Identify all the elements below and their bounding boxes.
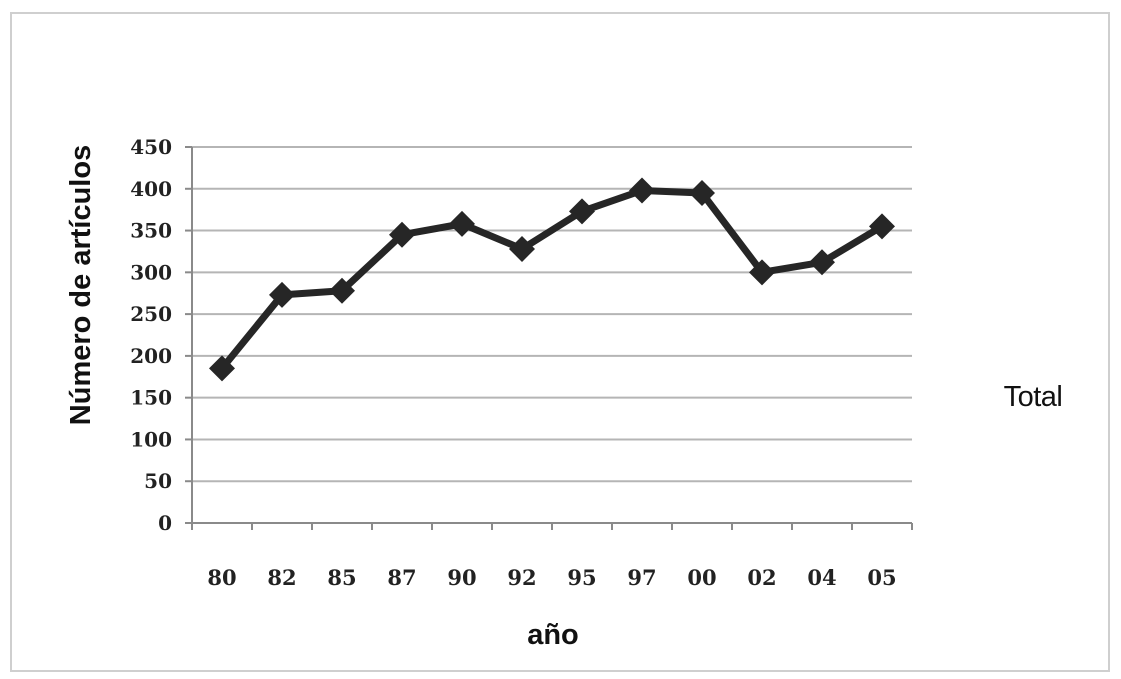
gridlines bbox=[192, 146, 912, 483]
x-tick-label: 92 bbox=[507, 565, 536, 590]
x-axis-title: año bbox=[527, 619, 579, 651]
data-point-marker bbox=[509, 235, 535, 262]
data-point-marker bbox=[629, 177, 655, 204]
data-point-marker bbox=[449, 210, 475, 237]
y-tick-label: 0 bbox=[158, 511, 172, 535]
x-tick-label: 95 bbox=[567, 565, 596, 590]
data-point-marker bbox=[749, 259, 775, 286]
data-point-marker bbox=[389, 221, 415, 248]
y-tick-label: 250 bbox=[130, 302, 172, 326]
y-axis-title: Número de artículos bbox=[65, 145, 97, 425]
data-point-marker bbox=[269, 281, 295, 308]
x-tick-label: 05 bbox=[867, 565, 896, 590]
legend-series-total: Total bbox=[1004, 381, 1063, 413]
series-group bbox=[209, 177, 895, 382]
y-tick-label: 50 bbox=[144, 469, 172, 493]
data-point-marker bbox=[209, 355, 235, 382]
x-tick-label: 00 bbox=[687, 565, 716, 590]
x-tick-label: 87 bbox=[387, 565, 416, 590]
axes bbox=[185, 146, 913, 530]
y-tick-label: 150 bbox=[130, 386, 172, 410]
series-line-total bbox=[218, 186, 886, 372]
y-tick-label: 200 bbox=[130, 344, 172, 368]
y-tick-label: 100 bbox=[130, 427, 172, 451]
x-tick-label: 90 bbox=[447, 565, 476, 590]
data-point-marker bbox=[689, 179, 715, 206]
data-point-marker bbox=[869, 213, 895, 240]
y-tick-label: 300 bbox=[130, 260, 172, 284]
x-tick-label: 97 bbox=[627, 565, 656, 590]
data-point-marker bbox=[329, 277, 355, 304]
y-tick-labels: 0 50 100 150 200 250 300 350 400 450 bbox=[130, 135, 172, 535]
x-tick-labels: 80 82 85 87 90 92 95 97 00 02 04 05 bbox=[207, 565, 896, 590]
data-point-marker bbox=[569, 198, 595, 225]
y-tick-label: 350 bbox=[130, 219, 172, 243]
x-tick-label: 80 bbox=[207, 565, 236, 590]
y-tick-label: 450 bbox=[130, 135, 172, 159]
data-point-marker bbox=[809, 249, 835, 276]
x-tick-label: 04 bbox=[807, 565, 836, 590]
x-tick-label: 85 bbox=[327, 565, 356, 590]
y-tick-label: 400 bbox=[130, 177, 172, 201]
chart-frame bbox=[10, 12, 1110, 672]
x-tick-label: 02 bbox=[747, 565, 776, 590]
x-tick-label: 82 bbox=[267, 565, 296, 590]
